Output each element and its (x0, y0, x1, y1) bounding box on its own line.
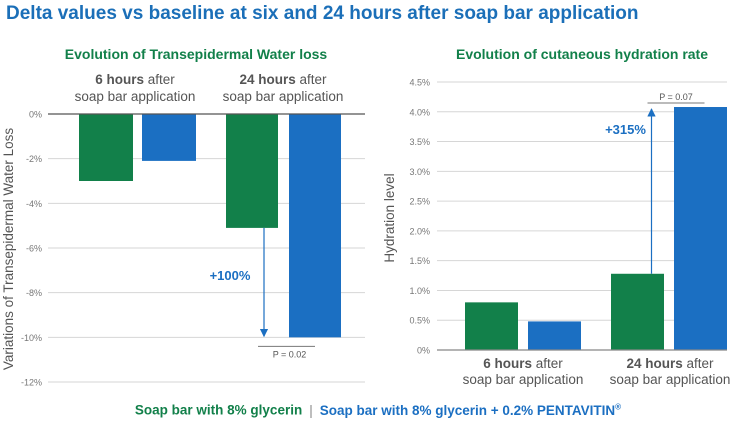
main-title: Delta values vs baseline at six and 24 h… (6, 3, 639, 24)
right-ytick-label: 2.5% (409, 197, 430, 207)
right-category-label-1: 6 hours after (483, 356, 563, 371)
left-category-label-1-line2: soap bar application (75, 89, 196, 104)
right-bar-series2-cat1 (528, 321, 581, 350)
left-category-label-2-line2: soap bar application (223, 89, 344, 104)
right-ytick-label: 1.5% (409, 256, 430, 266)
left-pvalue-annotation: P = 0.02 (273, 349, 307, 359)
left-category-label-2: 24 hours after (239, 72, 327, 87)
left-bar-series2-cat2 (289, 114, 341, 338)
left-ytick-label: -4% (26, 199, 42, 209)
left-bar-series1-cat1 (79, 114, 133, 181)
right-bar-series1-cat1 (465, 302, 518, 350)
left-ytick-label: -10% (21, 333, 42, 343)
right-bar-series1-cat2 (611, 273, 664, 350)
left-category-label-1: 6 hours after (95, 72, 175, 87)
right-ytick-label: 2.0% (409, 226, 430, 236)
right-category-label-1-line2: soap bar application (463, 372, 584, 387)
right-pvalue-annotation: P = 0.07 (659, 92, 693, 102)
legend: Soap bar with 8% glycerin | Soap bar with … (0, 402, 756, 418)
left-ytick-label: 0% (29, 110, 42, 120)
right-ytick-label: 1.0% (409, 286, 430, 296)
legend-series1: Soap bar with 8% glycerin (134, 402, 303, 418)
right-category-label-2-line2: soap bar application (610, 372, 731, 387)
right-ytick-label: 3.5% (409, 137, 430, 147)
legend-separator: | (309, 402, 313, 418)
left-ytick-label: -12% (21, 378, 42, 388)
left-ytick-label: -2% (26, 154, 42, 164)
right-chart-title: Evolution of cutaneous hydration rate (456, 46, 708, 62)
left-chart-title: Evolution of Transepidermal Water loss (65, 46, 328, 62)
right-bar-series2-cat2 (674, 107, 727, 350)
right-ytick-label: 0.5% (409, 316, 430, 326)
right-ytick-label: 0% (417, 346, 430, 356)
left-bar-series1-cat2 (226, 114, 278, 228)
right-ytick-label: 4.0% (409, 107, 430, 117)
left-bar-series2-cat1 (142, 114, 196, 161)
right-ytick-label: 3.0% (409, 167, 430, 177)
legend-series2: Soap bar with 8% glycerin + 0.2% PENTAVI… (319, 402, 622, 418)
right-category-label-2: 24 hours after (626, 356, 714, 371)
left-ytick-label: -6% (26, 244, 42, 254)
right-ylabel: Hydration level (382, 173, 397, 262)
left-ytick-label: -8% (26, 288, 42, 298)
right-change-annotation: +315% (605, 122, 646, 137)
left-change-annotation: +100% (210, 268, 251, 283)
right-ytick-label: 4.5% (409, 78, 430, 88)
left-ylabel: Variations of Transepidermal Water Loss (1, 128, 16, 371)
